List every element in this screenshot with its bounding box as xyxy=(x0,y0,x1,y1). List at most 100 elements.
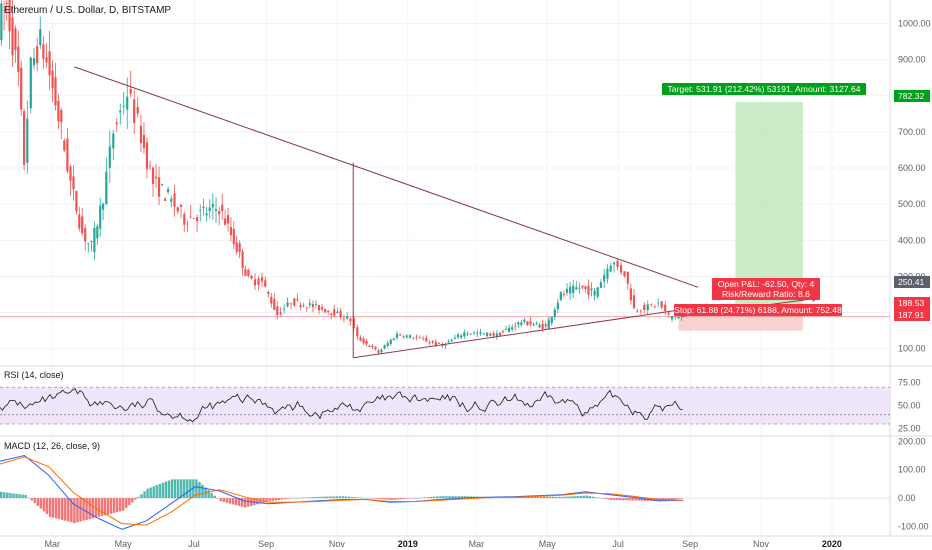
macd-histogram-bar xyxy=(192,479,195,499)
macd-histogram-bar xyxy=(667,498,671,501)
macd-histogram-bar xyxy=(262,498,265,503)
candle-body xyxy=(415,336,418,338)
candle-body xyxy=(489,333,492,336)
y-tick-label: 700.00 xyxy=(898,127,926,137)
candle-body xyxy=(612,262,616,265)
macd-histogram-bar xyxy=(619,498,622,501)
candle-body xyxy=(42,44,45,59)
candle-body xyxy=(368,345,371,348)
rsi-tick-label: 25.00 xyxy=(898,424,921,434)
macd-histogram-bar xyxy=(253,498,256,506)
trendline-lower xyxy=(353,306,699,359)
macd-histogram-bar xyxy=(365,498,369,499)
macd-histogram-bar xyxy=(3,492,6,499)
rsi-label: RSI (14, close) xyxy=(4,370,64,380)
candle-body xyxy=(581,285,584,288)
macd-histogram-bar xyxy=(103,498,107,516)
candle-body xyxy=(72,176,75,189)
candle-body xyxy=(36,46,39,64)
macd-histogram-bar xyxy=(677,498,680,499)
macd-histogram-bar xyxy=(112,498,116,513)
x-tick-label: Mar xyxy=(45,539,61,549)
macd-histogram-bar xyxy=(231,498,235,505)
candle-body xyxy=(189,216,192,218)
macd-histogram-bar xyxy=(414,498,418,499)
macd-histogram-bar xyxy=(359,497,363,499)
target-label: Target: 531.91 (212.42%) 53191, Amount: … xyxy=(667,84,860,94)
candle-body xyxy=(282,308,286,310)
candle-body xyxy=(20,67,23,110)
macd-histogram-bar xyxy=(372,498,375,499)
macd-line xyxy=(0,454,684,530)
candle-body xyxy=(421,338,425,340)
macd-histogram-bar xyxy=(561,496,564,499)
candle-body xyxy=(541,323,544,329)
macd-histogram-bar xyxy=(390,498,393,500)
macd-histogram-bar xyxy=(381,498,384,500)
candle-body xyxy=(299,305,302,308)
macd-histogram-bar xyxy=(469,496,473,499)
macd-histogram-bar xyxy=(530,496,534,499)
candle-body xyxy=(523,319,526,322)
candle-body xyxy=(463,332,466,337)
candle-body xyxy=(54,77,57,106)
candle-body xyxy=(535,323,538,325)
candle-body xyxy=(575,287,578,290)
candle-body xyxy=(317,305,321,311)
macd-histogram-bar xyxy=(451,496,454,499)
macd-histogram-bar xyxy=(597,497,601,499)
candle-body xyxy=(392,338,395,341)
candle-body xyxy=(122,106,125,107)
macd-histogram-bar xyxy=(292,498,296,499)
candle-body xyxy=(186,223,189,225)
candle-body xyxy=(302,305,305,307)
macd-histogram-bar xyxy=(39,498,43,509)
macd-histogram-bar xyxy=(567,496,570,499)
macd-histogram-bar xyxy=(228,498,232,504)
candle-body xyxy=(469,333,472,335)
macd-histogram-bar xyxy=(131,498,134,503)
macd-histogram-bar xyxy=(542,496,546,499)
candle-body xyxy=(346,316,349,319)
candle-body xyxy=(32,58,36,66)
candle-body xyxy=(365,340,368,345)
candle-body xyxy=(8,0,11,32)
macd-histogram-bar xyxy=(341,496,345,499)
macd-histogram-bar xyxy=(460,496,463,499)
macd-histogram-bar xyxy=(670,498,674,500)
candle-body xyxy=(253,279,257,286)
candle-body xyxy=(90,240,93,243)
candle-body xyxy=(148,165,152,167)
macd-histogram-bar xyxy=(573,496,576,499)
macd-histogram-bar xyxy=(335,496,338,499)
candle-body xyxy=(244,269,247,276)
candle-body xyxy=(250,275,253,279)
x-tick-label: Mar xyxy=(469,539,485,549)
x-tick-label: Jul xyxy=(188,539,200,549)
candle-body xyxy=(479,332,482,334)
macd-histogram-bar xyxy=(417,497,421,499)
macd-histogram-bar xyxy=(222,498,226,502)
candle-body xyxy=(336,311,339,314)
candle-body xyxy=(609,265,612,272)
candle-body xyxy=(108,146,111,168)
candle-body xyxy=(133,99,136,123)
macd-histogram-bar xyxy=(48,498,52,517)
macd-histogram-bar xyxy=(445,496,448,499)
macd-histogram-bar xyxy=(588,496,592,499)
macd-histogram-bar xyxy=(137,496,140,499)
macd-histogram-bar xyxy=(311,497,314,499)
macd-histogram-bar xyxy=(42,498,46,512)
macd-histogram-bar xyxy=(170,479,174,499)
macd-histogram-bar xyxy=(140,494,143,499)
candle-body xyxy=(63,140,66,151)
macd-histogram-bar xyxy=(85,498,88,520)
macd-histogram-bar xyxy=(558,496,561,499)
macd-histogram-bar xyxy=(634,498,637,501)
candle-body xyxy=(632,295,636,309)
macd-histogram-bar xyxy=(277,498,280,501)
macd-histogram-bar xyxy=(286,498,290,499)
candle-body xyxy=(327,310,330,312)
candle-body xyxy=(565,288,569,293)
